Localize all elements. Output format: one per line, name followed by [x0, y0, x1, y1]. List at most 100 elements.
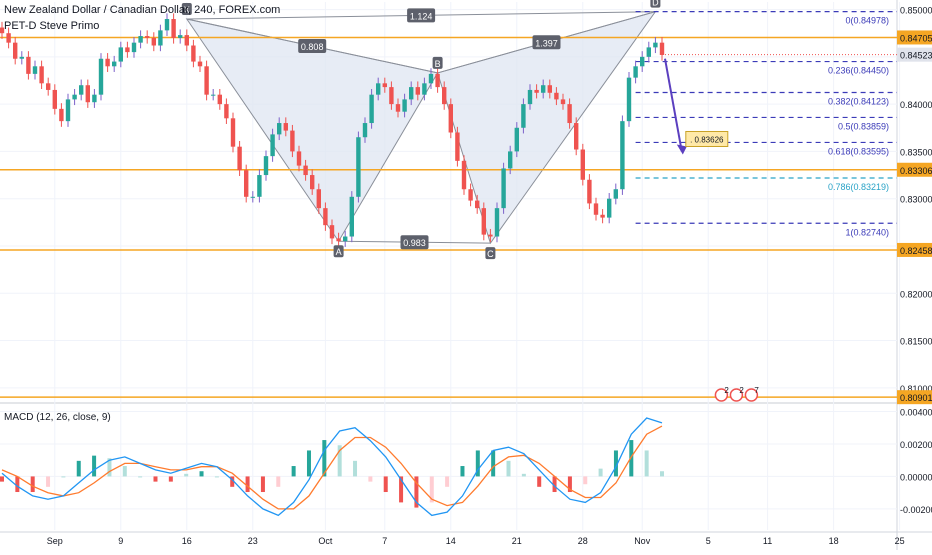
pattern-point-badge — [432, 56, 443, 69]
pattern-point-label: B — [435, 59, 441, 69]
projection-arrow — [664, 58, 683, 152]
event-count: 2 — [739, 386, 744, 395]
candle-body — [224, 104, 229, 119]
candle-body — [158, 30, 163, 46]
candle-body — [178, 35, 183, 38]
macd-histogram-bar — [306, 450, 311, 477]
macd-histogram-bar — [537, 476, 542, 487]
macd-histogram-bar — [644, 450, 649, 477]
candle-body — [461, 160, 467, 190]
macd-histogram-bar — [260, 476, 265, 493]
macd-line — [1, 417, 663, 517]
candle-body — [329, 225, 335, 239]
macd-histogram-bar — [521, 473, 526, 477]
macd-histogram-bar — [445, 476, 450, 487]
fib-level-label: 0.382(0.84123) — [828, 96, 889, 106]
candle-body — [593, 203, 599, 215]
candle-body — [131, 42, 137, 53]
candle-body — [336, 238, 341, 242]
ratio-label: 0.808 — [301, 42, 324, 52]
macd-histogram-bar — [475, 450, 480, 477]
candle-body — [197, 61, 203, 67]
x-tick-label: 7 — [382, 536, 387, 546]
candle-body — [435, 73, 440, 88]
macd-histogram-bar — [15, 476, 20, 493]
macd-histogram-bar — [46, 476, 51, 487]
candle-body — [171, 19, 176, 38]
pattern-point-badge — [485, 247, 496, 260]
macd-histogram-bar — [30, 476, 35, 493]
candle-body — [230, 118, 236, 147]
y-tick-label: 0.81500 — [900, 337, 932, 347]
x-tick-label: 25 — [895, 536, 905, 546]
candle-body — [323, 208, 328, 226]
candle-body — [521, 104, 526, 128]
event-icon — [729, 388, 744, 402]
macd-histogram-bar — [491, 450, 496, 477]
y-tick-label: 0.82000 — [900, 289, 932, 299]
macd-histogram-bar — [629, 440, 634, 477]
candle-body — [19, 56, 24, 59]
pattern-point-badge — [181, 3, 192, 16]
candle-body — [32, 66, 38, 74]
candle-body — [541, 85, 546, 93]
candle-body — [600, 214, 605, 218]
macd-histogram-bar — [276, 476, 281, 487]
candle-body — [164, 19, 170, 31]
event-count: 7 — [754, 386, 759, 395]
candle-body — [46, 83, 51, 90]
macd-y-tick-label: 0.00200 — [900, 440, 932, 450]
candle-body — [422, 83, 427, 95]
candle-body — [580, 149, 585, 180]
candle-body — [290, 130, 295, 152]
candle-body — [296, 151, 302, 166]
level-price-tag — [897, 390, 932, 405]
candle-body — [303, 165, 308, 176]
fib-level-label: 0(0.84978) — [845, 16, 889, 26]
macd-histogram-bar — [583, 476, 588, 485]
macd-histogram-bar — [552, 476, 557, 493]
projection-arrowhead — [676, 144, 687, 155]
candle-body — [151, 37, 156, 46]
x-tick-label: Nov — [634, 536, 651, 546]
candle-body — [283, 123, 288, 131]
current-price-tag — [897, 47, 932, 62]
candle-body — [72, 94, 77, 100]
macd-histogram-bar — [230, 476, 235, 487]
candle-body — [620, 121, 625, 190]
target-box — [685, 130, 729, 147]
candle-body — [65, 99, 71, 122]
macd-histogram-bar — [184, 473, 189, 477]
candle-body — [402, 99, 407, 112]
candle-body — [534, 89, 539, 93]
candle-body — [475, 200, 480, 209]
candle-body — [389, 87, 394, 105]
level-price-tag — [897, 162, 932, 177]
candle-body — [125, 47, 130, 53]
candle-body — [257, 175, 262, 197]
candle-body — [138, 36, 143, 43]
macd-histogram-bar — [506, 460, 511, 477]
macd-histogram-bar — [399, 476, 404, 503]
macd-histogram-bar — [337, 445, 342, 477]
ratio-label: 0.983 — [403, 238, 426, 248]
candle-body — [184, 35, 189, 46]
level-price-tag — [897, 242, 932, 257]
macd-histogram-bar — [429, 476, 434, 503]
candle-body — [250, 196, 255, 198]
candle-body — [442, 87, 447, 105]
candle-body — [349, 196, 354, 237]
event-icon — [714, 388, 729, 402]
candle-body — [112, 61, 117, 67]
candle-body — [105, 58, 110, 67]
candle-body — [118, 47, 123, 62]
macd-histogram-bar — [383, 476, 388, 493]
candle-body — [468, 189, 473, 201]
candle-body — [356, 137, 361, 197]
candle-body — [217, 94, 222, 105]
macd-y-tick-label: 0.00400 — [900, 407, 932, 417]
candle-body — [455, 132, 460, 161]
ratio-badge — [532, 35, 561, 50]
candle-body — [554, 92, 559, 100]
fib-level-label: 1(0.82740) — [845, 227, 889, 237]
